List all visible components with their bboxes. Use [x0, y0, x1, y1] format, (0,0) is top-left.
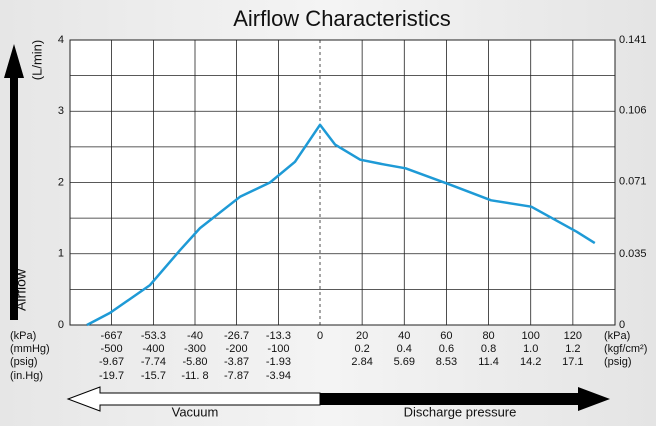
x-alt-label: 0.4	[397, 343, 412, 355]
vacuum-label: Vacuum	[172, 404, 219, 419]
x-alt-label: 17.1	[562, 356, 583, 368]
x-tick-label: 120	[564, 330, 582, 342]
x-alt-label: -5.80	[182, 356, 207, 368]
y-axis-unit: (L/min)	[29, 40, 44, 80]
discharge-label: Discharge pressure	[404, 404, 517, 419]
left-unit: (in.Hg)	[10, 370, 43, 382]
discharge-arrow	[320, 387, 610, 411]
x-alt-label: 0.2	[354, 343, 369, 355]
x-tick-label: -53.3	[141, 330, 166, 342]
left-unit: (kPa)	[10, 330, 36, 342]
x-tick-label: 0	[317, 330, 323, 342]
x-tick-label: 80	[482, 330, 494, 342]
x-alt-label: 8.53	[436, 356, 457, 368]
x-alt-label: 11.4	[478, 356, 499, 368]
airflow-line	[86, 123, 596, 327]
x-alt-label: 2.84	[351, 356, 372, 368]
x-alt-label: -500	[101, 343, 123, 355]
x-alt-label: 0.8	[481, 343, 496, 355]
x-tick-label: 40	[398, 330, 410, 342]
x-tick-label: 20	[356, 330, 368, 342]
y-arrow	[4, 44, 24, 320]
y2-tick-label: 0.071	[619, 175, 647, 187]
x-alt-label: 14.2	[520, 356, 541, 368]
right-unit: (kgf/cm²)	[604, 343, 647, 355]
x-alt-label: 1.0	[523, 343, 538, 355]
y-tick-label: 4	[58, 34, 64, 46]
y2-tick-label: 0.141	[619, 34, 647, 46]
x-tick-label: 100	[522, 330, 540, 342]
right-unit: (psig)	[604, 356, 632, 368]
y-tick-label: 1	[58, 248, 64, 260]
right-unit: (kPa)	[604, 330, 630, 342]
y-tick-label: 3	[58, 105, 64, 117]
x-alt-label: -9.67	[99, 356, 124, 368]
x-alt-label: 1.2	[565, 343, 580, 355]
x-alt-label: -3.87	[224, 356, 249, 368]
x-tick-label: 60	[440, 330, 452, 342]
y-tick-label: 0	[58, 319, 64, 331]
x-tick-label: -40	[187, 330, 203, 342]
x-alt-label: -300	[184, 343, 206, 355]
x-alt-label: 0.6	[439, 343, 454, 355]
x-alt-label: -200	[226, 343, 248, 355]
y2-tick-label: 0.035	[619, 248, 647, 260]
x-alt-label: -7.74	[141, 356, 166, 368]
y2-tick-label: 0.106	[619, 105, 647, 117]
left-unit: (mmHg)	[10, 343, 50, 355]
chart-title: Airflow Characteristics	[233, 6, 451, 31]
x-alt-label: -1.93	[266, 356, 291, 368]
y2-tick-label: 0	[619, 319, 625, 331]
x-alt-label: -100	[267, 343, 289, 355]
x-alt-label: -19.7	[99, 370, 124, 382]
x-tick-label: -667	[101, 330, 123, 342]
x-tick-label: -26.7	[224, 330, 249, 342]
y-tick-label: 2	[58, 176, 64, 188]
left-unit: (psig)	[10, 356, 38, 368]
x-alt-label: -400	[142, 343, 164, 355]
x-alt-label: 5.69	[394, 356, 415, 368]
x-alt-label: -7.87	[224, 370, 249, 382]
x-alt-label: -11. 8	[181, 370, 208, 382]
vacuum-arrow	[66, 386, 321, 412]
x-tick-label: -13.3	[266, 330, 291, 342]
x-alt-label: -3.94	[266, 370, 291, 382]
x-alt-label: -15.7	[141, 370, 166, 382]
